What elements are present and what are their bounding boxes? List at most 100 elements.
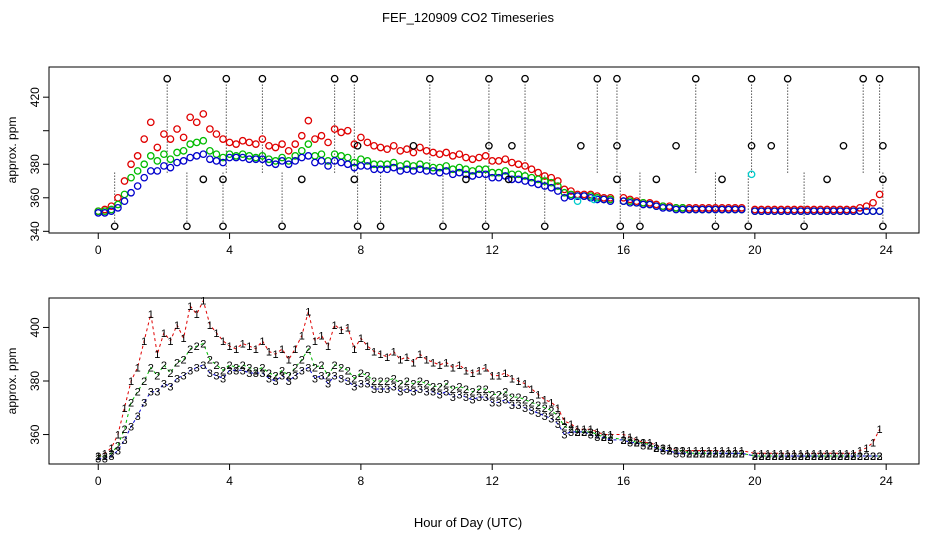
series-2-point — [297, 146, 306, 155]
series-1-symbol: 1 — [213, 328, 219, 340]
y-tick-label: 420 — [28, 87, 42, 107]
series-1-point — [133, 152, 142, 160]
x-tick-label: 0 — [95, 474, 102, 488]
series-1-point — [494, 157, 503, 165]
series-3-symbol: 3 — [220, 373, 226, 385]
series-3-symbol: 3 — [502, 395, 508, 407]
series-3-point — [304, 152, 313, 160]
series-3-symbol: 3 — [200, 360, 206, 372]
series-1-point — [271, 143, 280, 152]
series-1-symbol: 1 — [227, 341, 233, 353]
series-1-symbol: 1 — [397, 355, 403, 367]
flagged-point — [353, 141, 362, 150]
x-tick-label: 16 — [617, 474, 631, 488]
series-1-point — [212, 130, 221, 138]
series-3-symbol: 3 — [161, 379, 167, 391]
x-tick-label: 24 — [879, 474, 893, 488]
series-3-symbol: 3 — [397, 387, 403, 399]
series-2-symbol: 2 — [686, 448, 692, 460]
series-3-symbol: 3 — [732, 448, 738, 460]
series-1-point — [206, 125, 214, 133]
series-1-symbol: 1 — [292, 344, 298, 356]
series-2-symbol: 2 — [154, 371, 160, 383]
series-1-symbol: 1 — [154, 349, 160, 361]
flagged-point — [875, 74, 884, 83]
series-2-symbol: 2 — [417, 376, 423, 388]
series-1-point — [409, 148, 418, 157]
flagged-point — [879, 175, 887, 184]
series-2-symbol: 2 — [581, 427, 587, 439]
series-1-point — [192, 118, 201, 127]
series-1-symbol: 1 — [831, 448, 837, 460]
series-3-point — [153, 167, 162, 175]
series-1-point — [869, 198, 877, 207]
series-3-symbol: 3 — [463, 392, 469, 404]
series-1-symbol: 1 — [121, 403, 127, 415]
series-2-symbol: 2 — [555, 411, 561, 423]
series-1-symbol: 1 — [141, 336, 147, 348]
series-2-symbol: 2 — [338, 363, 344, 375]
series-3-symbol: 3 — [509, 400, 515, 412]
series-3-point — [212, 157, 221, 165]
series-1-symbol: 1 — [115, 430, 121, 442]
series-2-symbol: 2 — [529, 397, 535, 409]
x-tick-label: 24 — [879, 243, 893, 257]
panel-bottom-ylabel: approx. ppm — [5, 348, 19, 415]
series-2-symbol: 2 — [272, 371, 278, 383]
series-3-symbol: 3 — [601, 432, 607, 444]
series-1-symbol: 1 — [128, 376, 134, 388]
series-1-symbol: 1 — [594, 427, 600, 439]
series-3-point — [547, 183, 556, 192]
series-1-symbol: 1 — [312, 336, 318, 348]
series-1-symbol: 1 — [732, 446, 738, 458]
series-3-symbol: 3 — [863, 451, 869, 463]
series-3-symbol: 3 — [640, 440, 646, 452]
series-2-symbol: 2 — [95, 451, 101, 463]
series-2-symbol: 2 — [666, 446, 672, 458]
series-2-symbol: 2 — [437, 381, 443, 393]
series-1-symbol: 1 — [509, 373, 515, 385]
series-1-symbol: 1 — [417, 349, 423, 361]
series-1-point — [258, 135, 267, 143]
series-1-symbol: 1 — [430, 357, 436, 369]
series-3-symbol: 3 — [345, 376, 351, 388]
series-1-symbol: 1 — [378, 349, 384, 361]
series-3-symbol: 3 — [423, 387, 429, 399]
series-2-symbol: 2 — [456, 381, 462, 393]
chart-title: FEF_120909 CO2 Timeseries — [382, 10, 554, 25]
series-2-symbol: 2 — [233, 363, 239, 375]
flagged-point — [718, 175, 726, 184]
x-tick-label: 8 — [358, 243, 365, 257]
y-tick-label: 360 — [28, 187, 42, 207]
panel-top-marks — [94, 74, 887, 231]
series-3-symbol: 3 — [798, 451, 804, 463]
series-3-point — [278, 157, 286, 165]
series-2-symbol: 2 — [292, 363, 298, 375]
series-2-point — [166, 155, 175, 164]
series-3-symbol: 3 — [371, 384, 377, 396]
series-1-symbol: 1 — [673, 446, 679, 458]
series-1-point — [547, 173, 556, 182]
series-2-symbol: 2 — [693, 448, 699, 460]
series-1-symbol: 1 — [253, 344, 259, 356]
series-3-symbol: 3 — [607, 435, 613, 447]
series-1-symbol: 1 — [181, 333, 187, 345]
series-1-symbol: 1 — [555, 403, 561, 415]
series-1-symbol: 1 — [135, 363, 141, 375]
series-1-point — [363, 138, 372, 147]
series-3-symbol: 3 — [154, 387, 160, 399]
y-tick-label: 360 — [28, 424, 42, 444]
series-2-symbol: 2 — [443, 379, 449, 391]
panel-top: approx. ppm 0 4 8 12 16 20 24 340 360 380 420 — [5, 66, 920, 257]
series-1-symbol: 1 — [259, 336, 265, 348]
series-3-symbol: 3 — [594, 432, 600, 444]
series-2-symbol: 2 — [765, 451, 771, 463]
series-2-symbol: 2 — [121, 424, 127, 436]
series-3-point — [107, 207, 116, 216]
series-3-point — [311, 158, 319, 167]
series-3-point — [120, 197, 129, 205]
series-1-symbol: 1 — [338, 325, 344, 337]
series-3-point — [291, 157, 300, 165]
series-3-point — [442, 167, 451, 175]
series-3-symbol: 3 — [338, 373, 344, 385]
